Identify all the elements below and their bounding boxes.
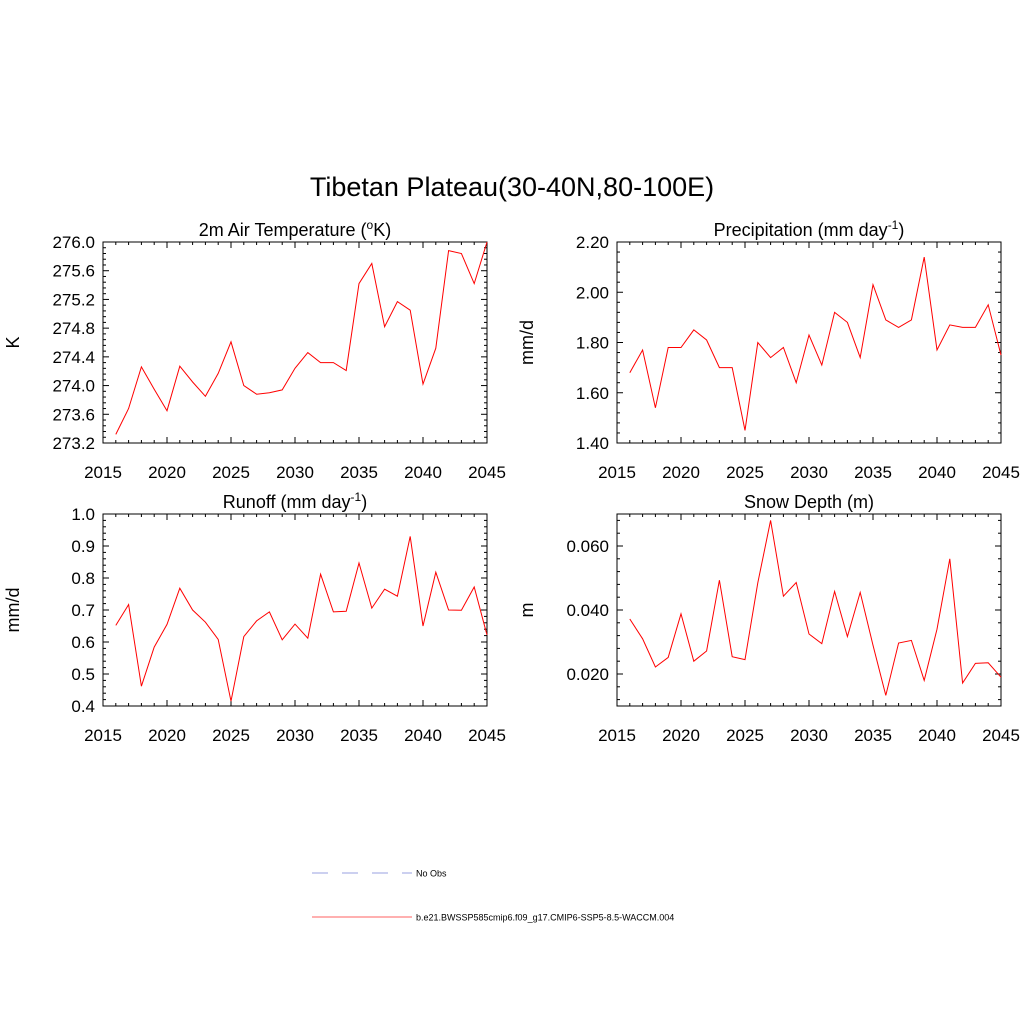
x-tick-label: 2030	[276, 726, 314, 745]
x-tick-label: 2025	[212, 726, 250, 745]
y-tick-label: 273.2	[52, 434, 95, 453]
chart-panel-1: 2015 2020 2025 2030 2035 2040 2045 1.40 1.60 1.80…	[517, 218, 1020, 482]
panels: 2015 2020 2025 2030 2035 2040 2045 273.2 273.6 27…	[3, 218, 1020, 745]
y-tick-label: 1.60	[576, 384, 609, 403]
series-line	[629, 520, 1002, 696]
y-tick-label: 2.20	[576, 233, 609, 252]
y-tick-label: 0.7	[71, 601, 95, 620]
panel-title: Runoff (mm day-1)	[223, 490, 367, 512]
x-tick-label: 2035	[340, 463, 378, 482]
y-axis-label: K	[3, 336, 23, 348]
plot-frame	[616, 513, 1002, 707]
x-tick-label: 2035	[340, 726, 378, 745]
y-tick-label: 0.9	[71, 537, 95, 556]
y-tick-label: 0.060	[566, 537, 609, 556]
y-tick-label: 274.8	[52, 319, 95, 338]
y-tick-label: 274.4	[52, 348, 95, 367]
y-tick-label: 0.6	[71, 633, 95, 652]
chart-panel-2: 2015 2020 2025 2030 2035 2040 2045 0.4 0.5 0.6 0.7…	[3, 490, 506, 745]
y-axis-label: mm/d	[517, 320, 537, 365]
panel-title: Precipitation (mm day-1)	[714, 218, 905, 240]
x-tick-label: 2020	[148, 463, 186, 482]
y-tick-label: 0.040	[566, 601, 609, 620]
legend: No Obs b.e21.BWSSP585cmip6.f09_g17.CMIP6…	[312, 869, 674, 923]
y-tick-label: 274.0	[52, 377, 95, 396]
x-tick-label: 2020	[662, 463, 700, 482]
y-axis-label: m	[517, 603, 537, 618]
x-tick-label: 2015	[84, 463, 122, 482]
x-tick-label: 2045	[468, 726, 506, 745]
x-tick-label: 2035	[854, 726, 892, 745]
x-tick-label: 2025	[212, 463, 250, 482]
panel-title: Snow Depth (m)	[744, 492, 874, 512]
x-tick-label: 2015	[598, 463, 636, 482]
x-tick-label: 2045	[982, 726, 1020, 745]
x-tick-label: 2020	[662, 726, 700, 745]
x-tick-label: 2030	[790, 463, 828, 482]
x-tick-label: 2025	[726, 463, 764, 482]
x-tick-label: 2015	[84, 726, 122, 745]
y-tick-label: 0.4	[71, 697, 95, 716]
y-tick-label: 1.40	[576, 434, 609, 453]
y-tick-label: 273.6	[52, 405, 95, 424]
legend-label-model: b.e21.BWSSP585cmip6.f09_g17.CMIP6-SSP5-8…	[416, 913, 674, 923]
y-tick-label: 0.8	[71, 569, 95, 588]
chart-panel-0: 2015 2020 2025 2030 2035 2040 2045 273.2 273.6 27…	[3, 218, 506, 482]
y-tick-label: 276.0	[52, 233, 95, 252]
figure-title: Tibetan Plateau(30-40N,80-100E)	[310, 172, 714, 202]
plot-frame	[616, 241, 1002, 444]
series-line	[115, 241, 488, 435]
y-tick-label: 1.80	[576, 334, 609, 353]
y-tick-label: 275.6	[52, 262, 95, 281]
legend-label-no-obs: No Obs	[416, 869, 447, 879]
plot-frame	[102, 513, 488, 707]
y-axis-label: mm/d	[3, 588, 23, 633]
x-tick-label: 2045	[982, 463, 1020, 482]
x-tick-label: 2020	[148, 726, 186, 745]
y-tick-label: 1.0	[71, 505, 95, 524]
y-tick-label: 2.00	[576, 283, 609, 302]
chart-panel-3: 2015 2020 2025 2030 2035 2040 2045 0.020 0.040 0.…	[517, 492, 1020, 745]
x-tick-label: 2040	[918, 463, 956, 482]
x-tick-label: 2030	[790, 726, 828, 745]
x-tick-label: 2030	[276, 463, 314, 482]
x-tick-label: 2040	[404, 726, 442, 745]
y-tick-label: 0.5	[71, 665, 95, 684]
x-tick-label: 2035	[854, 463, 892, 482]
x-tick-label: 2045	[468, 463, 506, 482]
y-tick-label: 275.2	[52, 290, 95, 309]
panel-title: 2m Air Temperature (oK)	[199, 218, 391, 240]
x-tick-label: 2015	[598, 726, 636, 745]
y-tick-label: 0.020	[566, 665, 609, 684]
x-tick-label: 2025	[726, 726, 764, 745]
series-line	[629, 257, 1002, 431]
series-line	[115, 536, 488, 702]
plot-frame	[102, 241, 488, 444]
x-tick-label: 2040	[404, 463, 442, 482]
x-tick-label: 2040	[918, 726, 956, 745]
